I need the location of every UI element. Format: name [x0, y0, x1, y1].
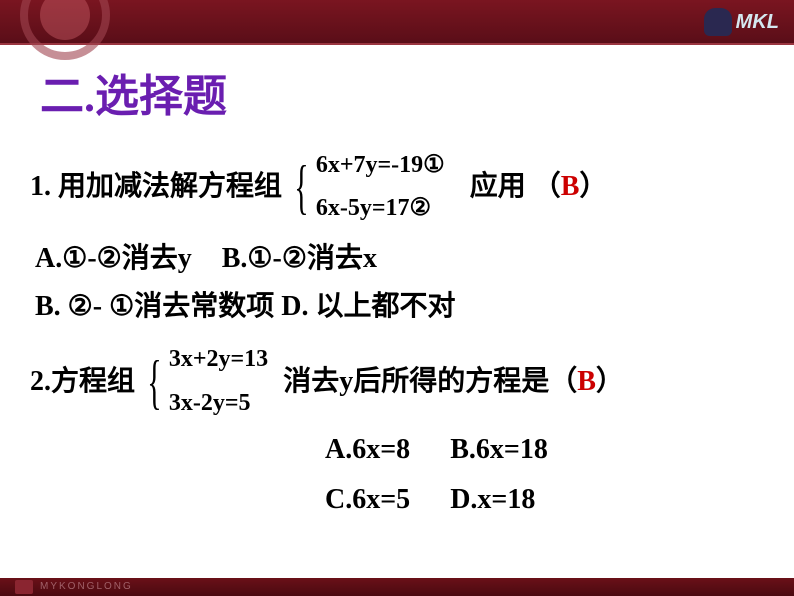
q1-prompt: 1. 用加减法解方程组 [30, 166, 282, 208]
q2-option-c: C.6x=5 [325, 484, 410, 515]
q2-suffix: 消去y后所得的方程是（ [283, 366, 577, 397]
q2-equation-1: 3x+2y=13 [169, 338, 268, 381]
q1-suffix: 应用 （ [470, 171, 561, 202]
section-title: 二.选择题 [40, 60, 764, 124]
left-brace-icon: { [147, 358, 161, 406]
logo-text: MKL [736, 11, 779, 34]
logo: MKL [704, 8, 779, 36]
q1-option-a: A.①-②消去y [35, 243, 192, 274]
q1-option-b: B.①-②消去x [222, 243, 377, 274]
question-2: 2.方程组 { 3x+2y=13 3x-2y=5 消去y后所得的方程是（B） A… [30, 338, 764, 525]
slide-content: 二.选择题 1. 用加减法解方程组 { 6x+7y=-19① 6x-5y=17②… [0, 45, 794, 541]
slide-header: MKL [0, 0, 794, 45]
left-brace-icon: { [294, 163, 308, 211]
dinosaur-icon [704, 8, 732, 36]
footer-text: MYKONGLONG [40, 578, 794, 596]
q1-option-c: B. ②- ①消去常数项 [35, 291, 274, 322]
q1-option-d: D. 以上都不对 [281, 291, 455, 322]
q1-suffix-close: ） [579, 171, 607, 202]
q2-option-d: D.x=18 [450, 484, 535, 515]
q2-equation-2: 3x-2y=5 [169, 382, 268, 425]
q2-option-a: A.6x=8 [325, 434, 410, 465]
q2-prompt: 2.方程组 [30, 361, 135, 403]
slide-footer: MYKONGLONG [0, 578, 794, 596]
q2-suffix-close: ） [596, 366, 624, 397]
question-1: 1. 用加减法解方程组 { 6x+7y=-19① 6x-5y=17② 应用 （B… [30, 144, 764, 328]
q1-equation-1: 6x+7y=-19① [316, 144, 445, 187]
q2-answer: B [577, 366, 596, 397]
q2-option-b: B.6x=18 [450, 434, 548, 465]
q1-equation-2: 6x-5y=17② [316, 187, 445, 230]
footer-badge-icon [15, 580, 33, 594]
q1-answer: B [561, 171, 580, 202]
